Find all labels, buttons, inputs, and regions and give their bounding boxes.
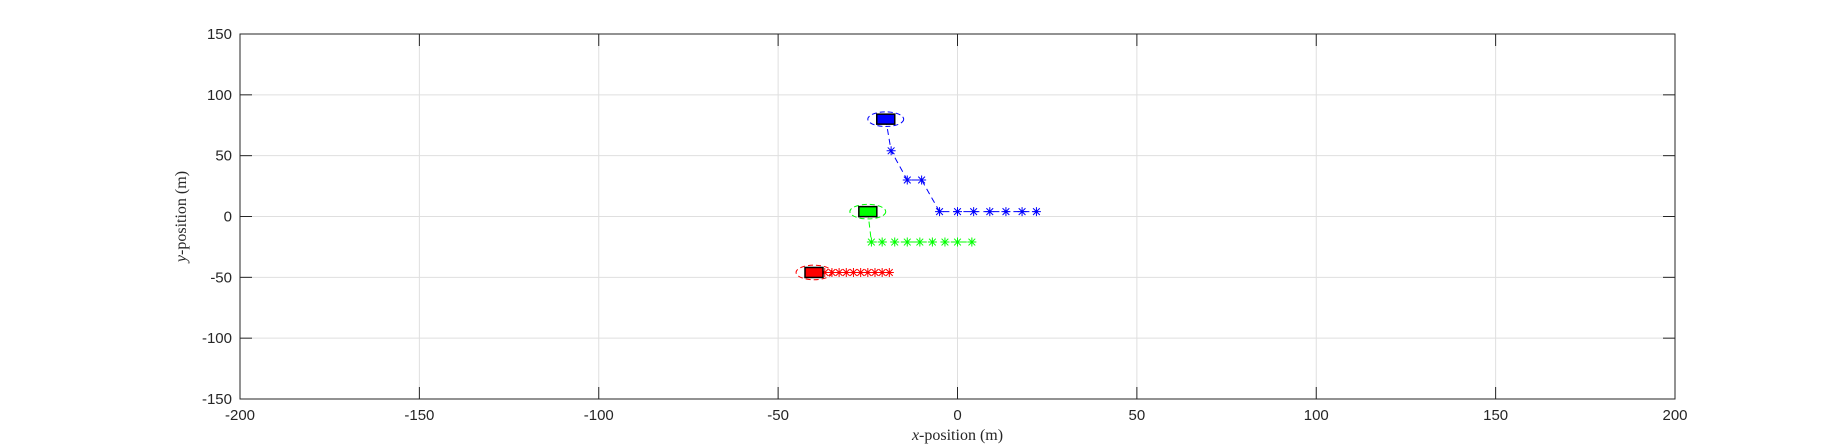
y-axis-label: y-position (m) xyxy=(173,171,190,264)
vehicle-series-2 xyxy=(849,203,977,247)
y-tick-label: 100 xyxy=(207,87,232,104)
y-tick-label: -50 xyxy=(210,269,232,286)
vehicle-marker xyxy=(858,205,878,218)
waypoint-marker xyxy=(953,207,962,217)
waypoint-marker xyxy=(1017,207,1027,217)
uncertainty-ellipse xyxy=(849,203,887,220)
x-tick-label: -150 xyxy=(404,407,434,424)
y-tick-label: -100 xyxy=(202,330,232,347)
vehicle-marker xyxy=(876,113,896,125)
waypoint-marker xyxy=(834,267,844,277)
waypoint-marker xyxy=(1031,207,1041,217)
x-tick-label: 200 xyxy=(1662,407,1687,424)
y-tick-label: 150 xyxy=(207,26,232,43)
axis-ticks: -200 -150 -100 -50 0 50 100 150 200-150-100-5005… xyxy=(202,26,1688,424)
waypoint-marker xyxy=(967,237,977,247)
uncertainty-ellipse xyxy=(795,264,833,281)
waypoint-marker xyxy=(866,237,876,247)
waypoint-marker xyxy=(1001,207,1011,217)
vehicle-series-1 xyxy=(867,111,1041,217)
x-tick-label: -100 xyxy=(584,407,614,424)
waypoint-marker xyxy=(820,267,830,277)
waypoint-marker xyxy=(935,207,945,217)
waypoint-marker xyxy=(915,237,925,247)
x-tick-label: 50 xyxy=(1129,407,1146,424)
waypoint-marker xyxy=(890,237,900,247)
y-tick-label: 0 xyxy=(224,209,232,226)
waypoint-marker xyxy=(856,267,866,277)
grid-lines xyxy=(240,34,1675,399)
waypoint-marker xyxy=(877,237,887,247)
waypoint-marker xyxy=(841,267,851,277)
waypoint-marker xyxy=(969,207,979,217)
uncertainty-ellipse xyxy=(867,111,905,127)
waypoint-marker xyxy=(902,175,912,185)
waypoint-marker xyxy=(953,237,962,247)
vehicle-series-3 xyxy=(795,264,894,281)
y-tick-label: 50 xyxy=(215,148,232,165)
y-axis-label-variable: y xyxy=(173,254,190,264)
waypoint-marker xyxy=(886,146,896,156)
waypoint-marker xyxy=(870,267,880,277)
waypoint-marker xyxy=(884,267,894,277)
x-axis-label: x-position (m) xyxy=(911,427,1003,444)
waypoint-marker xyxy=(985,207,995,217)
x-tick-label: 150 xyxy=(1483,407,1508,424)
waypoint-marker xyxy=(902,237,912,247)
waypoint-marker xyxy=(877,267,887,277)
waypoint-marker xyxy=(917,175,927,185)
x-tick-label: -50 xyxy=(767,407,789,424)
waypoint-marker xyxy=(863,267,873,277)
x-tick-label: -200 xyxy=(225,407,255,424)
waypoint-marker xyxy=(848,267,858,277)
y-tick-label: -150 xyxy=(202,391,232,408)
waypoint-marker xyxy=(940,237,950,247)
y-axis-label-text: -position (m) xyxy=(173,171,190,255)
axis-labels: x-position (m) y-position (m) xyxy=(173,171,1003,444)
x-axis-label-variable: x xyxy=(911,427,919,444)
plot-series xyxy=(795,111,1041,281)
x-tick-label: 0 xyxy=(953,407,961,424)
x-tick-label: 100 xyxy=(1304,407,1329,424)
x-axis-label-text: -position (m) xyxy=(919,427,1003,444)
vehicle-marker xyxy=(804,266,824,279)
waypoint-marker xyxy=(927,237,937,247)
